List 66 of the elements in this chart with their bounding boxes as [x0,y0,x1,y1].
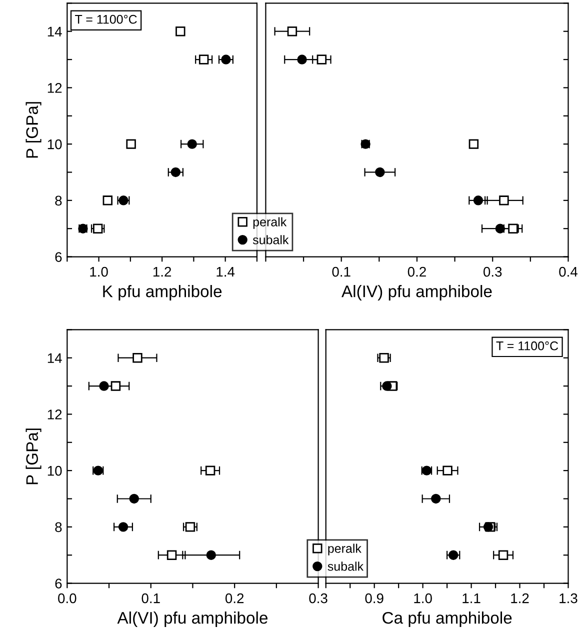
point [176,26,186,36]
x-tick-label: 0.4 [559,266,578,277]
y-tick-label: 12 [48,83,62,93]
annotation: T = 1100°C [75,14,137,24]
x-tick-label: 1.4 [216,267,235,277]
y-tick-label: 6 [55,578,62,588]
y-tick-label: 8 [55,196,62,206]
y-tick-label: 14 [48,353,62,363]
point [110,381,121,391]
x-tick-label: 1.1 [462,594,480,604]
point [508,224,518,234]
y-axis-title: P [GPa] [26,102,42,158]
y-tick-label: 10 [48,466,62,476]
point [118,522,128,532]
point [198,54,209,64]
point [287,26,298,36]
y-tick-label: 12 [48,410,62,420]
point [129,494,139,504]
point [468,139,479,149]
y-tick-label: 14 [48,26,62,36]
point [206,550,216,560]
point [498,550,508,560]
legend-label: peralk [328,544,362,556]
x-tick-label: 1.2 [511,593,529,604]
x-axis-title: Ca pfu amphibole [382,612,512,628]
point [442,466,452,476]
point [132,352,142,363]
x-tick-label: 0.3 [309,593,328,604]
y-tick-label: 8 [55,522,62,532]
x-tick-label: 0.1 [332,266,350,277]
y-tick-label: 10 [48,139,62,150]
y-axis-title: P [GPa] [26,428,42,484]
x-axis-title: K pfu amphibole [103,284,222,301]
point [316,54,327,64]
x-tick-label: 1.2 [153,266,172,277]
x-tick-label: 1.3 [560,593,578,604]
point [495,224,506,234]
point [126,139,136,149]
x-tick-label: 1.0 [414,593,432,604]
x-axis-title: Al(VI) pfu amphibole [117,612,268,628]
point [499,196,509,206]
point [221,54,231,64]
point [431,494,441,504]
x-tick-label: 1.0 [90,266,108,277]
x-tick-label: 0.9 [365,593,384,604]
legend-label: peralk [253,217,287,229]
x-tick-label: 0.2 [225,593,244,604]
point [187,139,197,149]
point [99,381,109,391]
point [102,196,113,206]
legend-label: subalk [328,562,364,571]
point [185,522,196,532]
y-tick-label: 6 [55,252,62,262]
point [170,167,181,178]
point [375,167,385,178]
legend-label: subalk [252,235,289,244]
x-tick-label: 0.1 [142,593,160,604]
point [166,550,177,560]
point [473,196,484,206]
annotation: T = 1100°C [496,341,558,350]
x-tick-label: 0.0 [58,593,76,604]
point [205,466,216,476]
x-tick-label: 0.2 [408,266,426,277]
point [297,54,307,64]
x-axis-title: Al(IV) pfu amphibole [342,284,492,301]
x-tick-label: 0.3 [483,266,502,277]
